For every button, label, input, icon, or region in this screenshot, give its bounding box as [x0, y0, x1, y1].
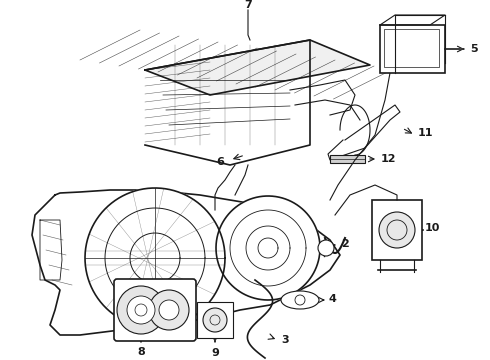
- Text: 9: 9: [211, 348, 219, 358]
- Text: 3: 3: [281, 335, 289, 345]
- Polygon shape: [145, 40, 370, 95]
- Text: 11: 11: [418, 128, 434, 138]
- FancyBboxPatch shape: [114, 279, 196, 341]
- Bar: [197, 302, 233, 338]
- Polygon shape: [85, 188, 225, 328]
- Circle shape: [203, 308, 227, 332]
- Circle shape: [379, 212, 415, 248]
- Polygon shape: [145, 40, 310, 165]
- Text: 12: 12: [381, 154, 396, 164]
- Circle shape: [159, 300, 179, 320]
- Polygon shape: [216, 196, 320, 300]
- Bar: [372, 200, 422, 260]
- Text: 8: 8: [137, 347, 145, 357]
- Circle shape: [149, 290, 189, 330]
- Text: 6: 6: [216, 157, 224, 167]
- Text: 10: 10: [425, 223, 441, 233]
- Ellipse shape: [281, 291, 319, 309]
- Circle shape: [117, 286, 165, 334]
- Circle shape: [127, 296, 155, 324]
- Bar: [384, 29, 439, 67]
- Text: 4: 4: [328, 294, 336, 304]
- Text: 2: 2: [341, 239, 349, 249]
- Bar: [330, 155, 365, 163]
- Polygon shape: [32, 190, 340, 335]
- Text: 7: 7: [244, 0, 252, 10]
- Text: 5: 5: [470, 44, 478, 54]
- Circle shape: [318, 240, 334, 256]
- Bar: [380, 25, 445, 73]
